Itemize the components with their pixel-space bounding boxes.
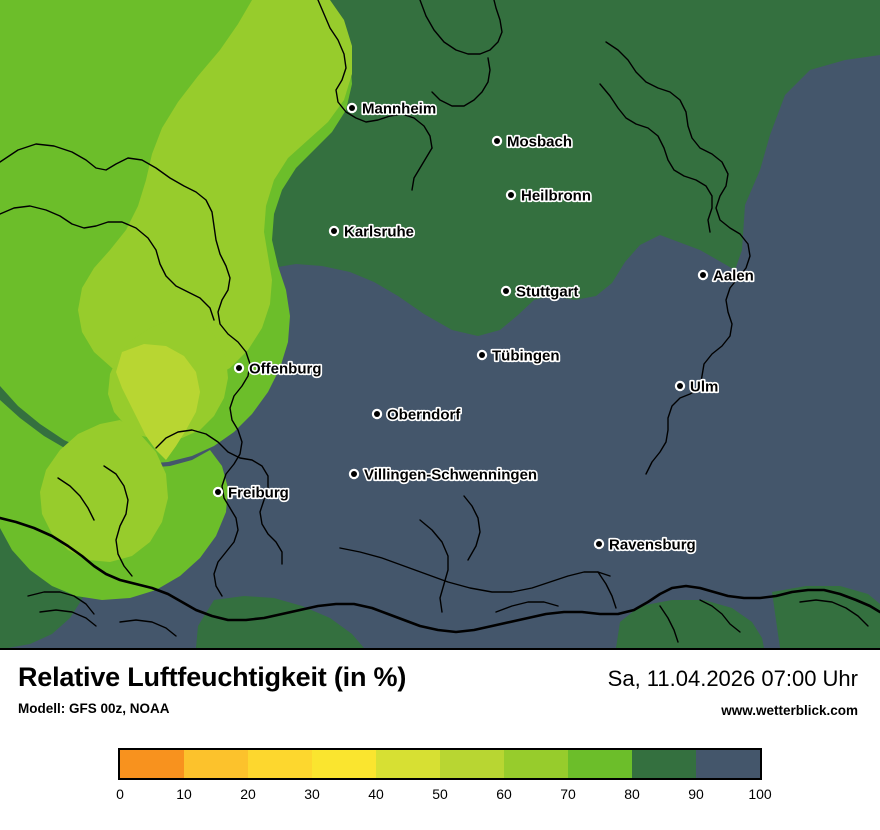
colorbar-tick-90: 90	[688, 786, 704, 802]
city-label-halo: Mosbach	[507, 134, 572, 151]
city-label-text: Heilbronn	[521, 188, 591, 205]
colorbar-segment-0-10	[120, 750, 184, 778]
colorbar-tick-30: 30	[304, 786, 320, 802]
city-label-halo: Oberndorf	[387, 407, 461, 424]
city-dot-core	[215, 489, 221, 495]
city-label-halo: Tübingen	[492, 348, 560, 365]
city-label-text: Karlsruhe	[344, 224, 414, 241]
city-label-halo: Ulm	[690, 379, 718, 396]
valid-time-label: Sa, 11.04.2026 07:00 Uhr	[607, 666, 858, 691]
colorbar[interactable]	[118, 748, 762, 780]
colorbar-segment-70-80	[568, 750, 632, 778]
city-label-text: Villingen-Schwenningen	[364, 467, 537, 484]
colorbar-tick-70: 70	[560, 786, 576, 802]
model-source-label: Modell: GFS 00z, NOAA	[18, 701, 170, 716]
city-label-halo: Aalen	[713, 268, 754, 285]
colorbar-tick-60: 60	[496, 786, 512, 802]
colorbar-tick-100: 100	[748, 786, 772, 802]
footer-panel: Relative Luftfeuchtigkeit (in %) Modell:…	[0, 650, 880, 830]
city-label-text: Freiburg	[228, 485, 289, 502]
page-title: Relative Luftfeuchtigkeit (in %)	[18, 662, 407, 692]
colorbar-tick-10: 10	[176, 786, 192, 802]
city-dot-core	[700, 272, 706, 278]
meta-block: Sa, 11.04.2026 07:00 Uhr www.wetterblick…	[607, 666, 858, 719]
city-label-text: Stuttgart	[516, 284, 579, 301]
city-dot-core	[374, 411, 380, 417]
colorbar-segment-40-50	[376, 750, 440, 778]
title-block: Relative Luftfeuchtigkeit (in %) Modell:…	[18, 662, 407, 717]
city-label-halo: Offenburg	[249, 361, 322, 378]
city-label-halo: Freiburg	[228, 485, 289, 502]
colorbar-tick-0: 0	[116, 786, 124, 802]
city-label-text: Ravensburg	[609, 537, 696, 554]
colorbar-section: 0 10 20 30 40 50 60 70 80 90 100	[0, 748, 880, 806]
city-label-text: Tübingen	[492, 348, 560, 365]
colorbar-segment-10-20	[184, 750, 248, 778]
city-label-text: Offenburg	[249, 361, 322, 378]
city-label-halo: Karlsruhe	[344, 224, 414, 241]
footer-top: Relative Luftfeuchtigkeit (in %) Modell:…	[0, 650, 880, 740]
city-label-halo: Heilbronn	[521, 188, 591, 205]
city-dot-core	[677, 383, 683, 389]
city-dot-core	[331, 228, 337, 234]
contour-band-50-60	[116, 344, 200, 460]
city-dot-core	[479, 352, 485, 358]
city-label-halo: Ravensburg	[609, 537, 696, 554]
city-label-halo: Villingen-Schwenningen	[364, 467, 537, 484]
city-label-halo: Stuttgart	[516, 284, 579, 301]
colorbar-tick-40: 40	[368, 786, 384, 802]
colorbar-tick-50: 50	[432, 786, 448, 802]
city-label-text: Oberndorf	[387, 407, 461, 424]
city-dot-core	[349, 105, 355, 111]
city-label-text: Mosbach	[507, 134, 572, 151]
city-dot-core	[596, 541, 602, 547]
city-dot-core	[494, 138, 500, 144]
city-label-text: Ulm	[690, 379, 718, 396]
political-borders	[0, 0, 880, 643]
colorbar-tick-80: 80	[624, 786, 640, 802]
colorbar-tick-20: 20	[240, 786, 256, 802]
colorbar-segment-60-70	[504, 750, 568, 778]
colorbar-segment-20-30	[248, 750, 312, 778]
colorbar-segment-50-60	[440, 750, 504, 778]
site-url-label: www.wetterblick.com	[721, 703, 858, 718]
city-dot-core	[236, 365, 242, 371]
colorbar-segment-30-40	[312, 750, 376, 778]
city-label-halo: Mannheim	[362, 101, 436, 118]
city-dot-core	[503, 288, 509, 294]
colorbar-segment-90-100	[696, 750, 760, 778]
colorbar-segment-80-90	[632, 750, 696, 778]
city-label-text: Mannheim	[362, 101, 436, 118]
city-dot-core	[351, 471, 357, 477]
city-marker-villingen-schwenningen[interactable]: Villingen-SchwenningenVillingen-Schwenni…	[348, 465, 539, 485]
colorbar-tick-labels: 0 10 20 30 40 50 60 70 80 90 100	[116, 780, 772, 806]
city-dot-core	[508, 192, 514, 198]
city-label-text: Aalen	[713, 268, 754, 285]
map-panel[interactable]: Mannheim Mannheim Mosbach Mosbach Heilbronn H…	[0, 0, 880, 650]
